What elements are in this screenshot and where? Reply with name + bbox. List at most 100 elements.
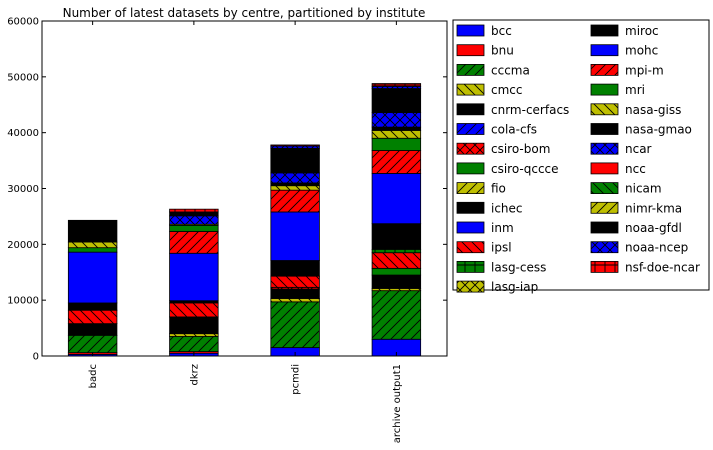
legend-label-nasa-giss: nasa-giss [625,103,681,117]
legend-swatch-bnu [456,44,485,57]
bar-segment-cnrm-cerfacs [371,274,422,289]
y-tick-label: 30000 [7,184,39,195]
legend-label-mohc: mohc [625,44,658,58]
bar-segment-nasa-gmao [270,182,320,187]
legend-swatch-ichec [456,201,485,214]
legend-swatch-cccma [456,64,485,76]
legend-label-nsf-doe-ncar: nsf-doe-ncar [625,260,700,274]
legend-swatch-nimr-kma [590,201,619,214]
legend-label-miroc: miroc [625,24,659,38]
bar-segment-mri [371,137,422,151]
bar-segment-miroc [67,302,118,311]
legend-label-mpi-m: mpi-m [625,63,664,77]
legend-swatch-nsf-doe-ncar [590,260,619,273]
bar-segment-nasa-gmao [371,126,422,131]
y-tick-label: 40000 [7,128,39,139]
x-tick-label: dkrz [189,364,200,386]
legend-label-lasg-iap: lasg-iap [491,280,538,294]
bar-segment-mri [169,224,219,232]
legend-swatch-miroc [590,24,619,37]
legend-label-ipsl: ipsl [491,241,512,255]
y-axis: 0 10000 20000 30000 40000 50000 60000 [7,17,447,363]
bar-segment-nasa-giss [270,185,320,191]
bar-segment-mohc [169,252,219,302]
x-tick-label: archive output1 [392,364,403,443]
legend-label-bcc: bcc [491,24,512,38]
y-tick-label: 0 [33,352,39,363]
bar-segment-nsf-doe-ncar [270,144,320,147]
bar-segment-mohc [371,173,422,225]
legend-label-cmcc: cmcc [491,83,522,97]
legend-label-noaa-gfdl: noaa-gfdl [625,221,682,235]
legend-label-lasg-cess: lasg-cess [491,260,546,274]
legend-label-ncc: ncc [625,162,646,176]
bar-segment-ipsl [270,275,320,288]
legend-label-bnu: bnu [491,44,514,58]
bar-segment-cnrm-cerfacs [270,288,320,299]
legend-label-csiro-bom: csiro-bom [491,142,550,156]
legend-label-nimr-kma: nimr-kma [625,201,682,215]
legend-label-inm: inm [491,221,514,235]
legend-swatch-lasg-iap [456,280,485,293]
bar-segment-nasa-giss [371,130,422,139]
bar-segment-noaa-gfdl [67,219,118,243]
bar-segment-cnrm-cerfacs [67,323,118,336]
bar-segment-ncar [270,172,320,184]
bar-segment-mohc [67,251,118,304]
bar-segment-cnrm-cerfacs [169,316,219,335]
legend-label-ichec: ichec [491,201,523,215]
legend-swatch-csiro-qccce [456,162,485,175]
legend-swatch-fio [456,182,485,195]
legend-swatch-ipsl [456,241,485,254]
chart-title: Number of latest datasets by centre, par… [63,6,426,20]
bar-segment-ipsl [67,309,118,325]
bar-segment-cmcc [270,298,320,303]
legend-label-mri: mri [625,83,645,97]
y-tick-label: 60000 [7,17,39,28]
bars-layer [67,83,422,357]
legend-swatch-nasa-giss [590,103,619,116]
bar-segment-noaa-gfdl [270,147,320,174]
bar-segment-ipsl [371,252,422,269]
legend-label-csiro-qccce: csiro-qccce [491,162,559,176]
legend-swatch-mri [590,83,619,96]
bar-segment-cccma [371,290,422,340]
bar-segment-noaa-gfdl [169,211,219,217]
x-tick-label: badc [88,364,99,388]
legend-swatch-cola-cfs [456,123,485,135]
legend-swatch-ncar [590,142,619,155]
bar-segment-miroc [270,260,320,277]
bar-segment-cmcc [169,333,219,337]
legend-swatch-nasa-gmao [590,123,619,135]
bar-segment-miroc [371,223,422,250]
y-tick-label: 10000 [7,296,39,307]
legend-swatch-noaa-ncep [590,241,619,254]
legend-label-nicam: nicam [625,182,662,196]
legend-swatch-nicam [590,182,619,195]
legend-box [452,19,710,291]
legend-label-cnrm-cerfacs: cnrm-cerfacs [491,103,569,117]
legend-swatch-mpi-m [590,64,619,76]
bar-segment-nasa-giss [67,241,118,249]
legend-label-cccma: cccma [491,63,530,77]
x-tick-label: pcmdi [291,364,302,395]
bar-segment-ipsl [169,302,219,318]
legend-swatch-cnrm-cerfacs [456,103,485,116]
legend: bcc bnu cccma cmcc cnrm-cerfacs cola-cfs csiro… [452,19,710,294]
bar-segment-mpi-m [270,189,320,213]
bar-segment-mpi-m [169,231,219,254]
bar-segment-noaa-gfdl [371,88,422,113]
legend-label-nasa-gmao: nasa-gmao [625,123,692,137]
bar-segment-cccma [169,336,219,352]
legend-swatch-csiro-bom [456,142,485,155]
legend-swatch-ncc [590,162,619,175]
bar-segment-nsf-doe-ncar [371,83,422,87]
bar-segment-lasg-cess [371,248,422,254]
bar-segment-ncar [169,215,219,225]
bar-segment-mpi-m [371,150,422,174]
bar-segment-mri [67,247,118,253]
bar-segment-nsf-doe-ncar [169,208,219,213]
x-axis: badc dkrz pcmdi archive output1 [88,21,403,443]
legend-swatch-bcc [456,24,485,37]
